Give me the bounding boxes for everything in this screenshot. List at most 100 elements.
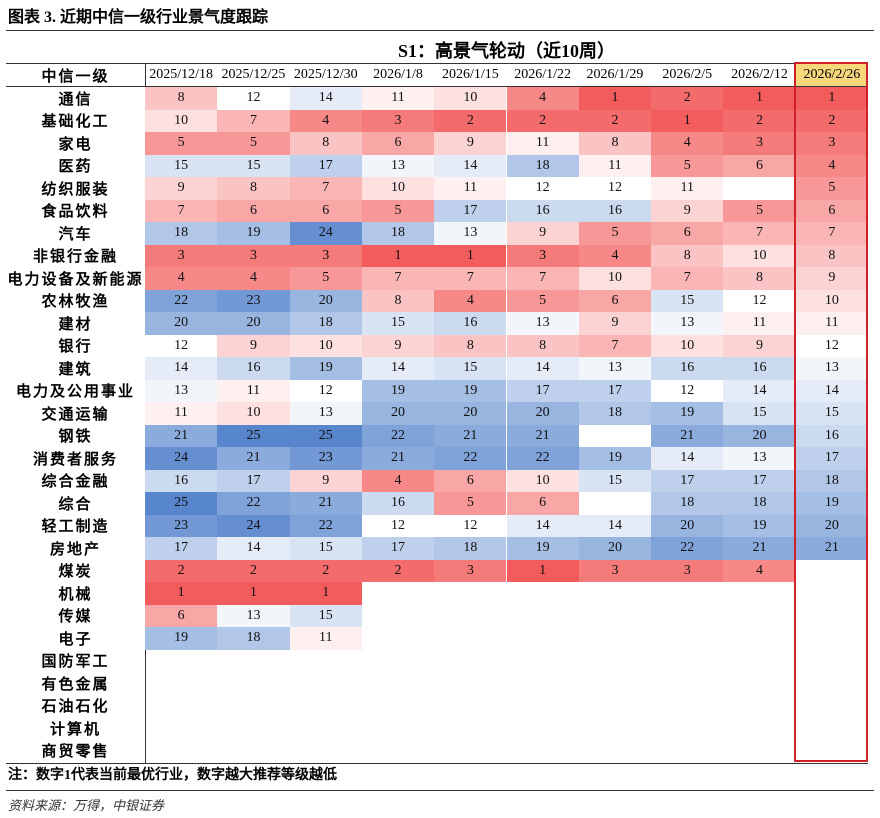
heat-cell: 22 <box>434 447 507 470</box>
heat-cell: 7 <box>434 267 507 290</box>
heat-cell: 7 <box>795 222 868 245</box>
heat-cell: 15 <box>434 357 507 380</box>
heat-cell: 14 <box>506 514 579 537</box>
heat-cell: 15 <box>578 469 652 492</box>
heat-cell: 14 <box>145 357 218 380</box>
heat-cell: 7 <box>217 109 290 132</box>
heat-cell: 1 <box>795 87 868 110</box>
heat-cell: 20 <box>506 402 579 425</box>
heat-cell: 4 <box>145 267 218 290</box>
heat-cell: 19 <box>795 492 868 515</box>
heat-cell: 15 <box>361 312 435 335</box>
row-label: 通信 <box>58 91 93 108</box>
heat-cell: 11 <box>434 177 507 200</box>
heat-cell: 12 <box>361 514 435 537</box>
heat-cell: 24 <box>289 222 362 245</box>
heat-cell: 2 <box>361 559 435 582</box>
column-header: 2026/1/8 <box>373 67 423 82</box>
heat-cell: 20 <box>795 514 868 537</box>
row-label: 交通运输 <box>41 406 110 423</box>
heat-cell: 11 <box>723 312 796 335</box>
heat-cell: 8 <box>289 132 362 155</box>
heat-cell: 20 <box>289 289 362 312</box>
heat-cell: 3 <box>434 559 507 582</box>
heat-cell: 14 <box>651 447 724 470</box>
row-label: 机械 <box>58 586 93 603</box>
heat-cell: 2 <box>723 109 796 132</box>
heat-cell: 18 <box>217 627 290 650</box>
rule <box>6 63 868 64</box>
heat-cell: 8 <box>434 334 507 357</box>
row-label: 纺织服装 <box>41 181 110 198</box>
heat-cell: 20 <box>651 514 724 537</box>
heat-cell: 13 <box>578 357 652 380</box>
heat-cell: 6 <box>723 154 796 177</box>
heat-cell: 2 <box>145 559 218 582</box>
heat-cell: 19 <box>145 627 218 650</box>
heat-cell: 1 <box>578 87 652 110</box>
heat-cell: 22 <box>289 514 362 537</box>
heat-cell: 14 <box>289 87 362 110</box>
heat-cell: 3 <box>795 132 868 155</box>
column-header: 2026/2/12 <box>731 67 788 82</box>
heat-cell: 14 <box>723 379 796 402</box>
heat-cell: 14 <box>795 379 868 402</box>
row-label: 煤炭 <box>58 564 93 581</box>
heat-cell: 9 <box>506 222 579 245</box>
heat-cell: 18 <box>795 469 868 492</box>
heat-cell: 4 <box>723 559 796 582</box>
row-label: 基础化工 <box>41 114 110 131</box>
heat-cell: 9 <box>723 334 796 357</box>
heat-cell: 13 <box>723 447 796 470</box>
heat-cell: 24 <box>217 514 290 537</box>
row-label: 轻工制造 <box>41 519 110 536</box>
heat-cell: 23 <box>289 447 362 470</box>
heat-cell: 21 <box>723 537 796 560</box>
heat-cell: 19 <box>289 357 362 380</box>
heat-cell: 16 <box>434 312 507 335</box>
heat-cell: 6 <box>795 199 868 222</box>
heat-cell: 12 <box>217 87 290 110</box>
column-header: 2026/2/5 <box>662 67 713 82</box>
heat-cell: 14 <box>506 357 579 380</box>
row-label: 食品饮料 <box>41 204 110 221</box>
heat-cell: 15 <box>723 402 796 425</box>
row-label: 电力及公用事业 <box>15 384 135 401</box>
heat-cell: 10 <box>145 109 218 132</box>
heat-cell: 4 <box>289 109 362 132</box>
heat-cell: 6 <box>361 132 435 155</box>
heat-cell: 15 <box>795 402 868 425</box>
row-label: 农林牧渔 <box>41 294 110 311</box>
rule <box>6 86 868 87</box>
heat-cell: 7 <box>506 267 579 290</box>
heat-cell: 6 <box>506 492 579 515</box>
heat-cell: 17 <box>506 379 579 402</box>
heat-cell: 1 <box>506 559 579 582</box>
heat-cell: 17 <box>361 537 435 560</box>
row-label: 建材 <box>58 316 93 333</box>
table-title: S1：高景气轮动（近10周） <box>397 41 615 61</box>
heat-cell: 14 <box>578 514 652 537</box>
heat-cell: 11 <box>651 177 724 200</box>
heat-cell: 12 <box>795 334 868 357</box>
heat-cell: 5 <box>723 199 796 222</box>
heat-cell: 22 <box>651 537 724 560</box>
heat-cell: 3 <box>723 132 796 155</box>
heat-cell: 2 <box>434 109 507 132</box>
heat-cell: 4 <box>578 244 652 267</box>
heat-cell: 8 <box>651 244 724 267</box>
heat-cell: 10 <box>578 267 652 290</box>
heat-cell: 8 <box>795 244 868 267</box>
heat-cell: 1 <box>723 87 796 110</box>
heat-cell: 5 <box>506 289 579 312</box>
heat-cell: 13 <box>361 154 435 177</box>
heat-cell: 11 <box>578 154 652 177</box>
heat-cell: 21 <box>651 424 724 447</box>
row-label: 电子 <box>58 631 93 648</box>
heat-cell: 22 <box>361 424 435 447</box>
heat-cell: 9 <box>578 312 652 335</box>
column-header: 2026/1/15 <box>441 67 499 82</box>
heat-cell: 6 <box>217 199 290 222</box>
heat-cell: 10 <box>434 87 507 110</box>
heat-cell: 1 <box>217 582 290 605</box>
